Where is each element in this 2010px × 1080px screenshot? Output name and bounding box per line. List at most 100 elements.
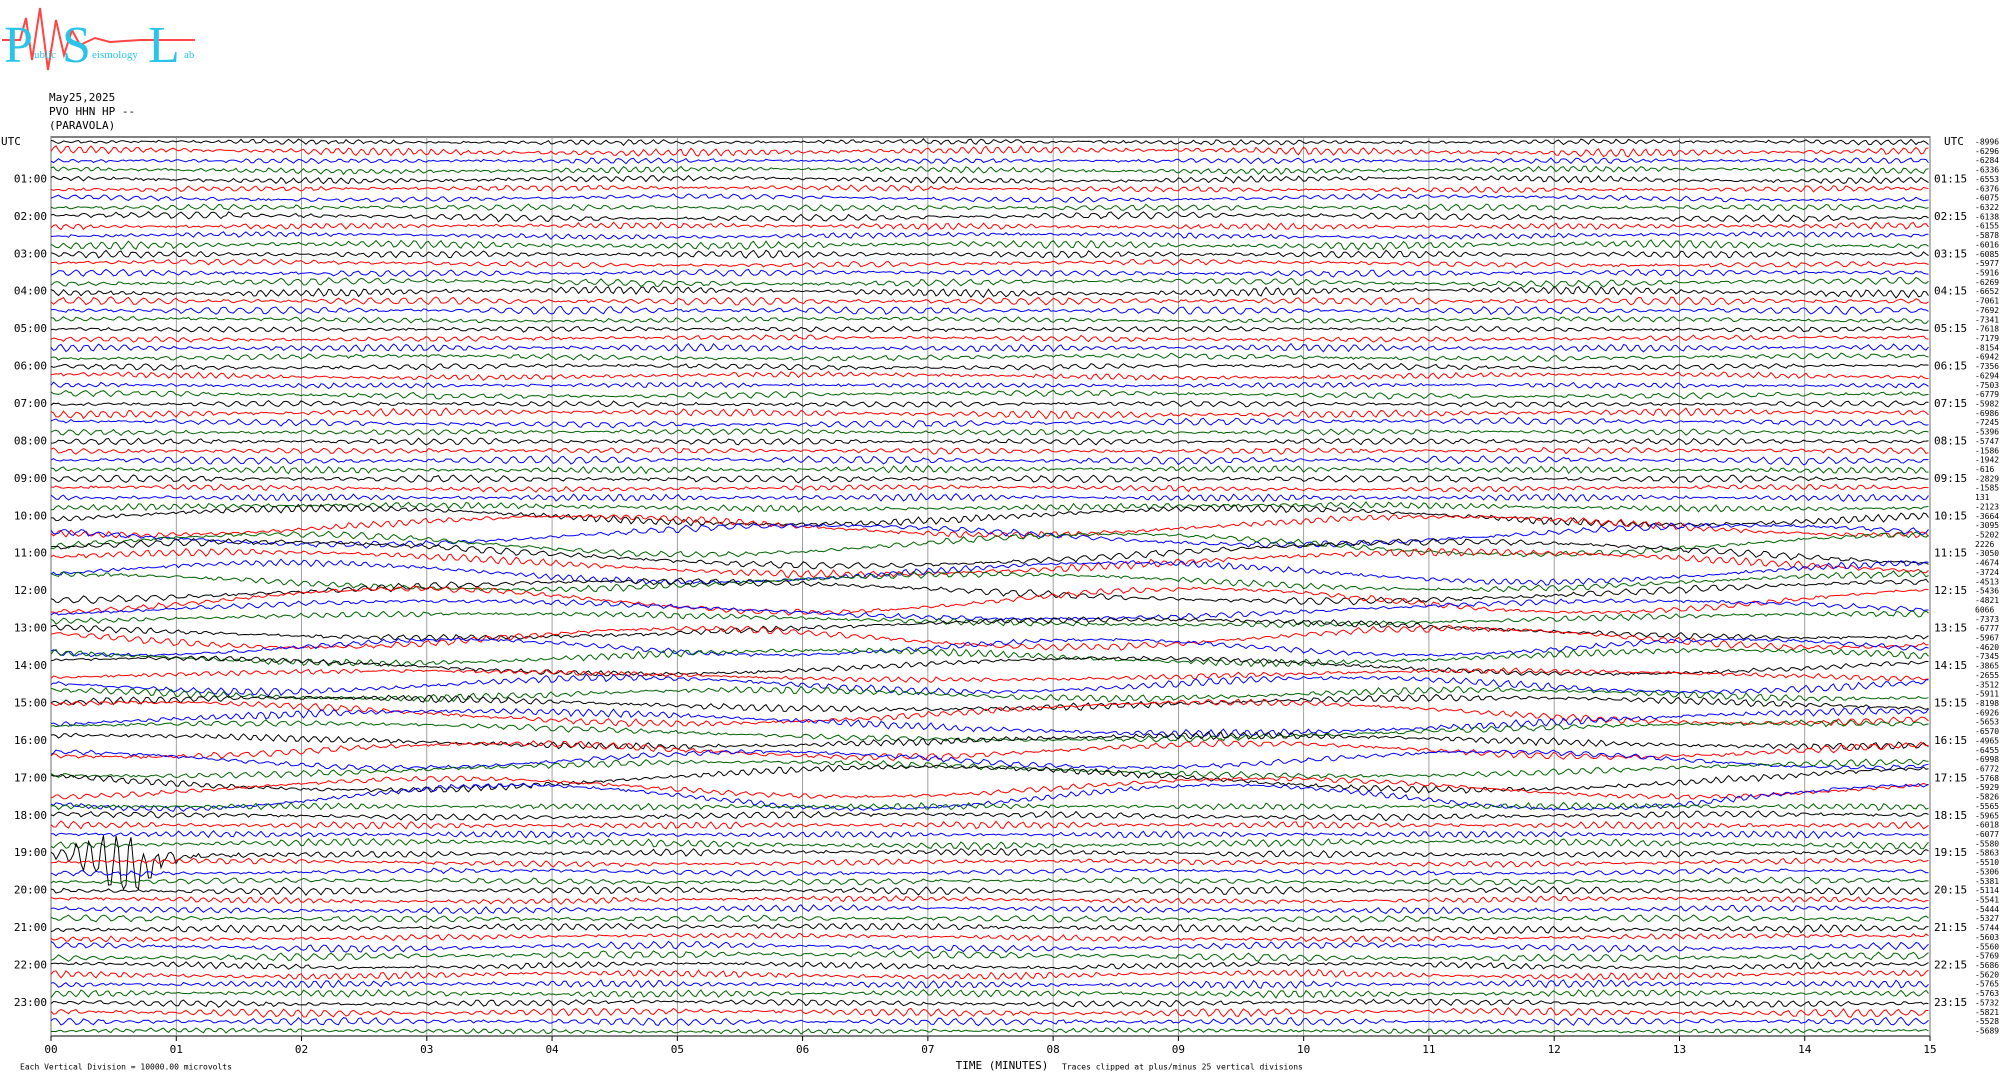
logo-letter: P	[4, 17, 33, 74]
trace-value: -6322	[1975, 203, 1999, 212]
trace	[50, 667, 1929, 683]
trace	[50, 492, 1929, 503]
hour-label: 03:00	[14, 247, 47, 260]
trace	[50, 655, 1929, 677]
x-tick-label: 08	[1047, 1043, 1060, 1056]
trace	[50, 950, 1929, 963]
trace	[50, 998, 1929, 1008]
trace	[50, 352, 1929, 362]
trace	[50, 719, 1929, 743]
trace	[50, 979, 1929, 990]
trace	[50, 775, 1929, 800]
trace-value: 2226	[1975, 540, 1994, 549]
trace	[50, 258, 1929, 269]
logo-word: eismology	[92, 49, 138, 61]
trace	[50, 547, 1929, 579]
trace-value: -4513	[1975, 577, 1999, 586]
hour-label: 06:00	[14, 360, 47, 373]
hour-label: 02:15	[1934, 210, 1967, 223]
trace	[50, 820, 1929, 830]
hour-label: 13:15	[1934, 622, 1967, 635]
trace	[50, 455, 1929, 466]
hour-label: 08:00	[14, 434, 47, 447]
trace-value: -5878	[1975, 231, 1999, 240]
trace-value: -6155	[1975, 222, 1999, 231]
x-axis-label: TIME (MINUTES)	[956, 1059, 1049, 1072]
trace	[50, 988, 1929, 999]
trace	[50, 381, 1929, 390]
trace-value: -3050	[1975, 549, 1999, 558]
trace-value: -6376	[1975, 184, 1999, 193]
logo-word: ab	[184, 49, 195, 61]
x-tick-label: 10	[1297, 1043, 1310, 1056]
trace-value: -3095	[1975, 521, 1999, 530]
trace-value: -5863	[1975, 849, 1999, 858]
trace	[50, 370, 1929, 381]
logo-wave	[2, 7, 195, 71]
footer-scale: Each Vertical Division = 10000.00 microv…	[20, 1063, 232, 1072]
hour-label: 04:00	[14, 285, 47, 298]
trace	[50, 637, 1929, 658]
trace	[50, 960, 1929, 970]
trace	[50, 362, 1929, 371]
trace-value: -6077	[1975, 830, 1999, 839]
trace-value: -5763	[1975, 989, 1999, 998]
hour-label: 07:00	[14, 397, 47, 410]
x-tick-label: 04	[545, 1043, 559, 1056]
hour-label: 10:15	[1934, 509, 1967, 522]
trace-value: -6016	[1975, 240, 1999, 249]
trace-value: -616	[1975, 465, 1994, 474]
trace	[50, 446, 1929, 455]
trace-value: -6336	[1975, 166, 1999, 175]
trace	[50, 285, 1929, 299]
station: PVO HHN HP --	[49, 105, 135, 118]
trace-value: -7373	[1975, 615, 1999, 624]
hour-label: 09:15	[1934, 472, 1967, 485]
trace-value: -6284	[1975, 156, 1999, 165]
trace-value: -5620	[1975, 970, 1999, 979]
trace	[50, 885, 1929, 897]
trace	[50, 876, 1929, 886]
trace	[50, 268, 1929, 278]
trace	[50, 296, 1929, 306]
trace-value: -5510	[1975, 858, 1999, 867]
trace	[50, 940, 1929, 953]
trace	[50, 1016, 1929, 1027]
hour-label: 05:00	[14, 322, 47, 335]
trace-value: -3724	[1975, 568, 1999, 577]
hour-label: 06:15	[1934, 360, 1967, 373]
trace-value: -3865	[1975, 662, 1999, 671]
trace	[50, 138, 1929, 146]
trace	[50, 739, 1929, 761]
trace-value: -5580	[1975, 839, 1999, 848]
trace	[50, 914, 1929, 924]
trace	[50, 221, 1929, 231]
hour-label: 01:00	[14, 172, 47, 185]
trace	[50, 585, 1929, 616]
trace-value: -6777	[1975, 624, 1999, 633]
trace	[50, 894, 1929, 905]
hour-label: 21:00	[14, 921, 47, 934]
trace-value: -4821	[1975, 596, 1999, 605]
trace	[50, 530, 1929, 558]
trace	[50, 416, 1929, 429]
traces	[50, 138, 1929, 1035]
hour-label: 17:15	[1934, 771, 1967, 784]
trace-value: -5965	[1975, 811, 1999, 820]
trace	[50, 1026, 1929, 1035]
trace	[50, 693, 1929, 713]
trace-value: -2829	[1975, 474, 1999, 483]
trace-value: -5747	[1975, 437, 1999, 446]
trace	[50, 157, 1929, 165]
trace	[50, 407, 1929, 420]
trace-value: -8198	[1975, 699, 1999, 708]
hour-label: 03:15	[1934, 247, 1967, 260]
trace-value: -5982	[1975, 400, 1999, 409]
trace	[50, 867, 1929, 877]
hour-label: 23:15	[1934, 996, 1967, 1009]
hour-label: 18:15	[1934, 809, 1967, 822]
trace-value: -6553	[1975, 175, 1999, 184]
trace-value: -5327	[1975, 914, 1999, 923]
hour-label: 07:15	[1934, 397, 1967, 410]
trace-value: -1942	[1975, 456, 1999, 465]
